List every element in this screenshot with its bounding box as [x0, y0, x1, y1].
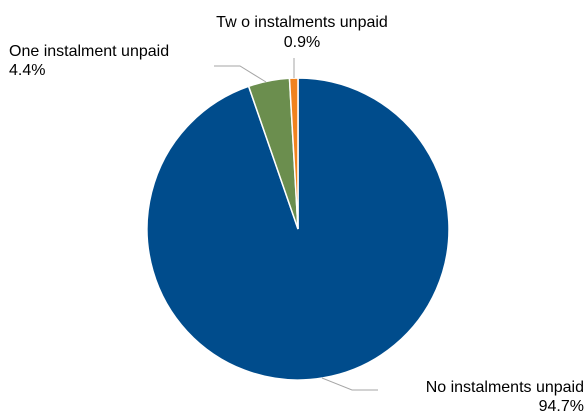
leader-line-one-instalment [214, 65, 267, 83]
slice-value-one-instalment: 4.4% [9, 62, 45, 79]
leader-line-no-instalments [321, 377, 378, 391]
slice-label-no-instalments: No instalments unpaid [426, 379, 584, 396]
leader-lines [214, 58, 378, 391]
slice-two-instalments [288, 77, 299, 230]
slice-label-one-instalment: One instalment unpaid [9, 43, 169, 60]
slice-value-no-instalments: 94.7% [539, 398, 584, 415]
slice-value-two-instalments: 0.9% [284, 34, 320, 51]
data-labels: No instalments unpaid 94.7% One instalme… [9, 14, 584, 415]
pie-slices [146, 77, 450, 381]
slice-label-two-instalments: Tw o instalments unpaid [216, 14, 388, 31]
